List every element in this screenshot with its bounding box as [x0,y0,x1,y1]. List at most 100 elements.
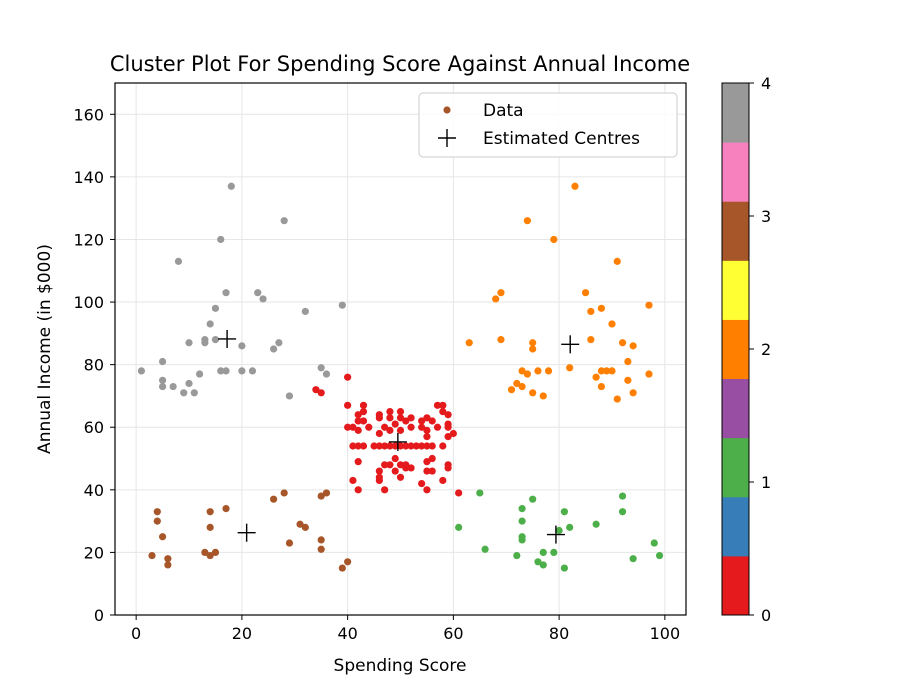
data-point-cluster-4 [238,367,246,375]
y-axis-ticks: 0 20 40 60 80 100 120 140 160 [73,105,115,625]
y-tick-label: 60 [84,418,104,437]
data-point-cluster-1 [550,548,558,557]
data-point-cluster-4 [270,345,278,353]
colorbar-tick-label: 0 [761,606,771,625]
colorbar-segment [722,83,749,143]
data-point-cluster-0 [444,411,452,419]
x-tick-label: 80 [549,624,569,643]
data-point-cluster-0 [396,442,405,450]
data-point-cluster-2 [539,392,547,400]
data-point-cluster-0 [349,442,357,450]
data-point-cluster-4 [317,364,325,372]
centre-marker-cluster-3 [237,523,256,542]
data-point-cluster-0 [402,464,410,472]
data-point-cluster-1 [539,548,547,557]
x-axis-label: Spending Score [334,656,467,676]
data-point-cluster-0 [407,464,415,472]
data-point-cluster-0 [349,423,357,431]
centre-marker-cluster-1 [546,525,565,544]
colorbar-tick-label: 3 [761,207,771,226]
data-point-cluster-0 [407,423,415,431]
data-point-cluster-3 [322,489,331,497]
data-point-cluster-4 [211,304,220,312]
data-point-cluster-4 [227,182,235,190]
data-point-cluster-4 [137,367,146,375]
data-point-cluster-0 [396,407,405,416]
data-point-cluster-3 [317,492,325,500]
centre-markers [218,329,580,544]
data-point-cluster-0 [423,458,431,466]
data-point-cluster-3 [285,539,294,547]
data-point-cluster-2 [513,379,521,388]
data-point-cluster-2 [529,389,537,397]
data-point-cluster-4 [280,217,288,225]
data-point-cluster-4 [301,307,309,316]
data-point-cluster-1 [618,508,627,516]
data-point-cluster-2 [534,367,542,375]
colorbar-segment [722,201,749,261]
data-point-cluster-2 [597,304,606,312]
data-point-cluster-4 [322,370,331,378]
data-point-cluster-3 [344,558,352,566]
data-point-cluster-0 [349,476,357,485]
data-point-cluster-4 [201,336,209,344]
data-point-cluster-3 [317,545,325,553]
centre-marker-cluster-0 [388,432,407,451]
data-point-cluster-2 [613,257,621,265]
data-point-cluster-3 [148,551,156,560]
data-point-cluster-1 [455,523,463,531]
data-point-cluster-0 [386,442,394,450]
data-point-cluster-0 [423,442,431,450]
data-point-cluster-3 [158,533,167,541]
data-point-cluster-0 [391,467,399,475]
y-tick-label: 100 [73,293,104,312]
data-point-cluster-0 [359,407,368,416]
colorbar-segment [722,260,749,320]
data-point-cluster-4 [222,289,230,297]
data-point-cluster-1 [560,564,568,572]
colorbar-tick-label: 1 [761,473,771,492]
data-point-cluster-3 [206,551,214,560]
data-point-cluster-1 [529,495,537,503]
data-point-cluster-1 [513,551,521,560]
data-point-cluster-2 [645,370,653,378]
data-point-cluster-1 [655,551,664,560]
data-point-cluster-0 [439,407,447,416]
data-point-cluster-3 [153,517,161,525]
data-point-cluster-0 [354,458,362,466]
legend-data-marker [443,106,451,114]
data-point-cluster-0 [439,476,447,485]
data-point-cluster-4 [248,367,257,375]
legend-label-centres: Estimated Centres [483,129,640,149]
data-point-cluster-2 [581,289,590,297]
colorbar-tick-label: 2 [761,340,771,359]
data-point-cluster-2 [523,370,531,378]
data-point-cluster-1 [518,505,526,513]
data-point-cluster-3 [206,523,214,531]
colorbar-ticks: 0 1 2 3 4 [749,74,771,625]
data-point-cluster-0 [365,423,373,431]
data-point-cluster-3 [153,508,161,516]
data-point-cluster-4 [190,389,198,397]
data-point-cluster-0 [317,389,325,397]
x-tick-label: 60 [443,624,463,643]
data-point-cluster-2 [624,357,632,366]
data-point-cluster-4 [222,367,230,375]
data-point-cluster-2 [571,182,579,190]
data-point-cluster-4 [169,382,177,391]
data-point-cluster-0 [433,401,442,409]
data-point-cluster-0 [386,461,394,469]
data-point-cluster-1 [629,555,637,563]
data-point-cluster-1 [534,558,542,566]
data-point-cluster-3 [317,536,325,544]
y-tick-label: 40 [84,481,104,500]
data-point-cluster-0 [391,442,399,450]
colorbar-segment [722,555,749,616]
data-point-cluster-3 [222,505,230,513]
data-point-cluster-1 [539,561,547,569]
y-axis-label: Annual Income (in $000) [35,244,55,454]
data-point-cluster-0 [407,414,415,422]
colorbar-segment [722,496,749,557]
data-point-cluster-2 [518,382,526,391]
